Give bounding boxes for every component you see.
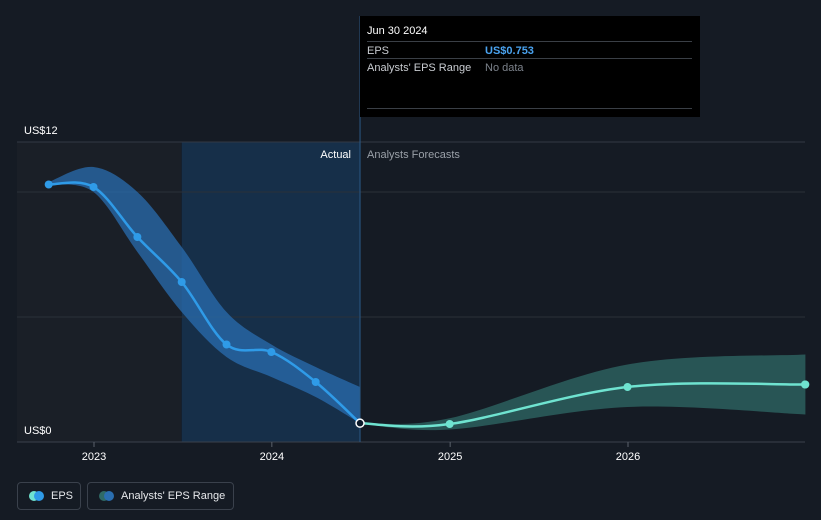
eps-forecast-point-edge[interactable] — [801, 380, 809, 389]
eps-forecast-point[interactable] — [623, 383, 632, 391]
legend-range[interactable]: Analysts' EPS Range — [87, 482, 234, 510]
eps-legend-dot — [34, 491, 44, 501]
forecast-eps-range-band — [360, 354, 806, 431]
eps-point[interactable] — [311, 378, 320, 386]
tooltip-range-value: No data — [485, 62, 524, 74]
tooltip-date: Jun 30 2024 — [367, 25, 428, 37]
tooltip-divider — [367, 108, 692, 109]
eps-point[interactable] — [222, 340, 231, 349]
range-legend-dot — [104, 491, 114, 501]
tooltip-eps-label: EPS — [367, 45, 390, 57]
legend-range-label: Analysts' EPS Range — [121, 490, 226, 502]
legend-eps[interactable]: EPS — [17, 482, 81, 510]
x-tick-label: 2026 — [616, 451, 640, 463]
tooltip-range-row: Analysts' EPS Range No data — [367, 58, 692, 77]
y-label-bottom: US$0 — [24, 425, 52, 437]
x-tick-label: 2023 — [82, 451, 106, 463]
past-eps-range-band — [48, 166, 360, 424]
x-tick-label: 2024 — [260, 451, 284, 463]
tooltip-range-label: Analysts' EPS Range — [367, 62, 472, 74]
x-tick-label: 2025 — [438, 451, 462, 463]
eps-point[interactable] — [267, 348, 276, 356]
eps-forecast-line — [359, 382, 806, 428]
y-label-top: US$12 — [24, 125, 58, 137]
tooltip-eps-value: US$0.753 — [485, 45, 534, 57]
eps-forecast-point[interactable] — [445, 420, 454, 428]
legend-eps-label: EPS — [51, 490, 74, 502]
tooltip: Jun 30 2024 EPS US$0.753 Analysts' EPS R… — [360, 16, 700, 117]
forecast-label: Analysts Forecasts — [367, 149, 460, 161]
eps-point[interactable] — [89, 183, 98, 191]
eps-point[interactable] — [177, 278, 186, 286]
eps-line — [48, 181, 361, 425]
tooltip-eps-row: EPS US$0.753 — [367, 41, 692, 60]
eps-point[interactable] — [133, 233, 142, 241]
actual-label: Actual — [320, 149, 351, 161]
eps-points — [44, 180, 810, 428]
eps-point-current[interactable] — [355, 418, 365, 428]
eps-point[interactable] — [44, 180, 53, 189]
x-axis-ticks: 2023 2024 2025 2026 — [82, 442, 640, 463]
